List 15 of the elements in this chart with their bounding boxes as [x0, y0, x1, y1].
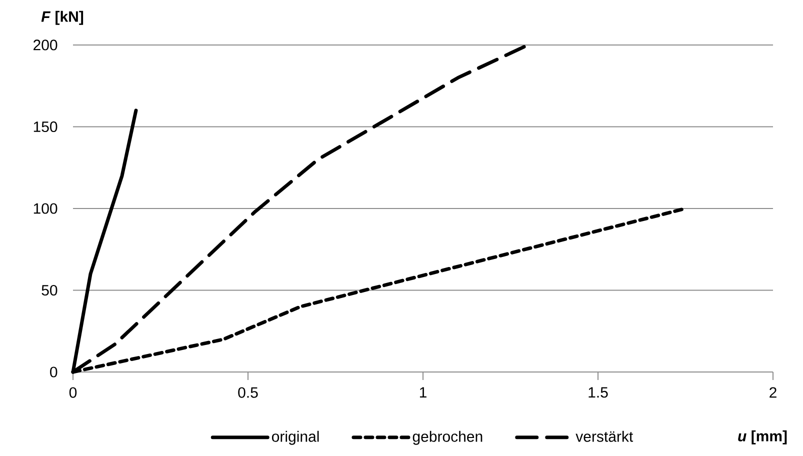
x-tick-label: 0 [69, 387, 77, 398]
x-tick-label: 1 [420, 387, 426, 398]
x-axis-title: u [mm] [738, 430, 787, 444]
y-tick-label: 100 [34, 203, 58, 214]
y-tick-label: 50 [42, 284, 58, 296]
legend-label: original [272, 430, 319, 445]
x-tick-label: 0.5 [238, 387, 258, 398]
y-tick-label: 150 [34, 121, 58, 132]
x-tick-label: 2 [770, 387, 776, 398]
y-axis-title: F [kN] [41, 10, 84, 25]
y-tick-label: 0 [50, 366, 58, 378]
legend-label: verstärkt [576, 430, 634, 442]
x-tick-label: 1.5 [588, 387, 608, 398]
y-tick-label: 200 [34, 40, 58, 50]
legend-label: gebrochen [412, 430, 482, 445]
